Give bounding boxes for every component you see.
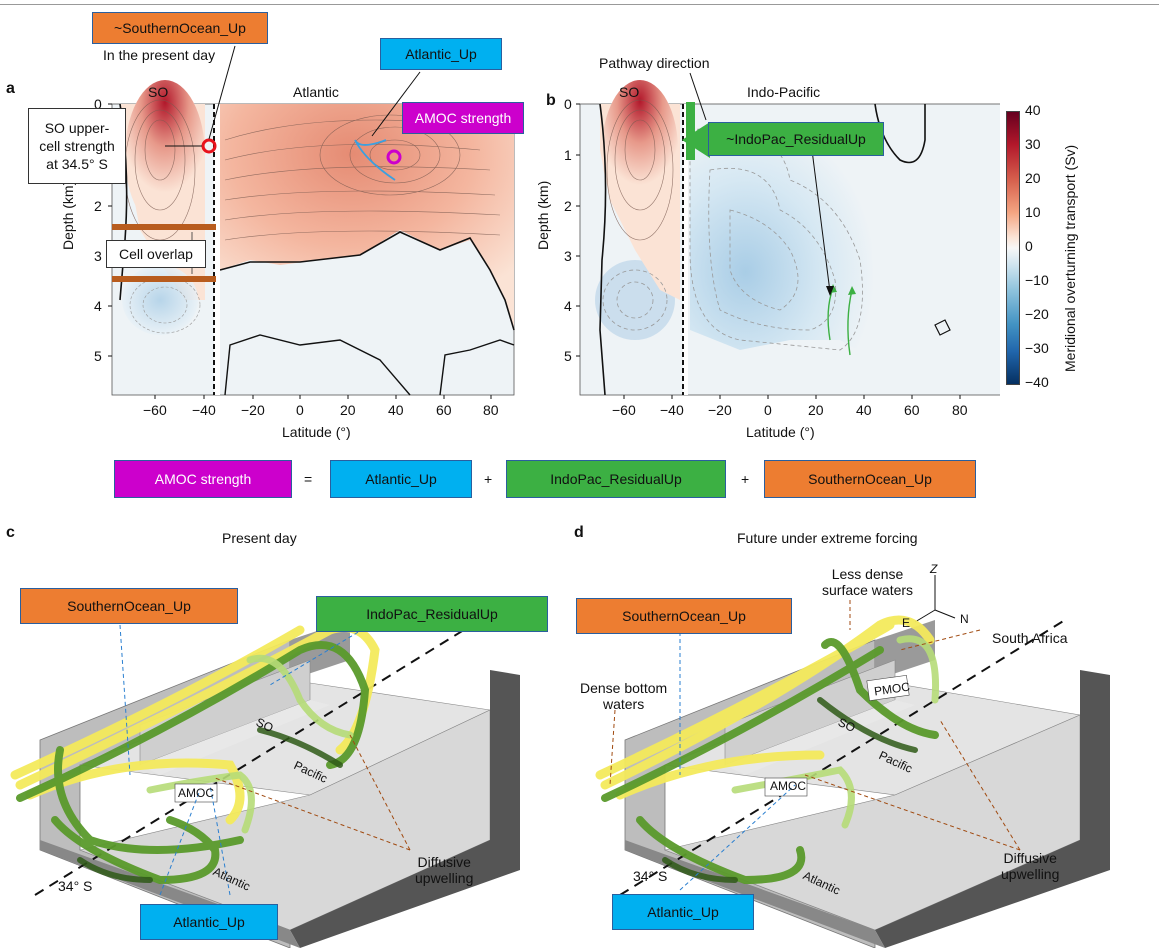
xtick: 0 — [764, 402, 772, 418]
xtick: 40 — [388, 402, 404, 418]
xtick: −60 — [143, 402, 167, 418]
eq-indopac-residual-up: IndoPac_ResidualUp — [506, 460, 726, 498]
panel-d-lat-label: 34° S — [633, 868, 668, 884]
cbar-tick: 40 — [1025, 102, 1041, 118]
eq-plus-1: + — [484, 471, 493, 487]
eq-southern-ocean-up: SouthernOcean_Up — [764, 460, 976, 498]
ytick: 0 — [94, 96, 102, 112]
ytick: 1 — [564, 147, 572, 163]
panel-b-indopac-label: Indo-Pacific — [747, 84, 821, 100]
axis-n-label: N — [960, 612, 969, 626]
colorbar-label: Meridional overturning transport (Sv) — [1062, 144, 1078, 372]
ytick: 2 — [564, 198, 572, 214]
panel-a-xlabel: Latitude (°) — [282, 424, 351, 440]
diffusive-line: Diffusive — [1003, 850, 1057, 866]
ytick: 5 — [94, 348, 102, 364]
panel-b-letter: b — [546, 92, 556, 109]
diffusive-line: upwelling — [1001, 866, 1060, 882]
panel-d-atlantic-box: Atlantic_Up — [612, 894, 754, 930]
present-day-note: In the present day — [103, 47, 216, 63]
xtick: −20 — [241, 402, 265, 418]
panel-b-xlabel: Latitude (°) — [746, 424, 815, 440]
diffusive-line: Diffusive — [417, 854, 471, 870]
panel-d-amoc-label: AMOC — [770, 779, 806, 793]
eq-plus-2: + — [741, 471, 750, 487]
panel-a-letter: a — [6, 80, 15, 97]
ytick: 2 — [94, 198, 102, 214]
note-line: Dense bottom — [580, 680, 668, 696]
panel-d-southern-box: SouthernOcean_Up — [576, 598, 792, 634]
panel-b-so-label: SO — [619, 84, 640, 100]
xtick: −60 — [612, 402, 636, 418]
panel-c-diffusive: Diffusive upwelling — [415, 854, 473, 886]
xtick: 0 — [296, 402, 304, 418]
note-line: cell strength — [39, 138, 115, 154]
ytick: 3 — [94, 248, 102, 264]
eq-atlantic-up: Atlantic_Up — [330, 460, 472, 498]
axis-z-label: Z — [930, 562, 938, 576]
xtick: 60 — [904, 402, 920, 418]
top-rule — [0, 4, 1159, 5]
indopac-arrow-head — [682, 122, 710, 158]
cell-overlap-label: Cell overlap — [106, 240, 206, 268]
panel-d-diffusive: Diffusive upwelling — [1001, 850, 1059, 882]
indopac-residual-up-box-b: ~IndoPac_ResidualUp — [708, 122, 884, 156]
cbar-tick: −30 — [1025, 340, 1049, 356]
xtick: 80 — [952, 402, 968, 418]
xtick: −40 — [192, 402, 216, 418]
ytick: 4 — [94, 298, 102, 314]
less-dense-note: Less dense surface waters — [822, 566, 913, 598]
cbar-tick: −40 — [1025, 374, 1049, 390]
panel-a-so-label: SO — [148, 84, 169, 100]
panel-d-letter: d — [574, 524, 584, 541]
cbar-tick: 20 — [1025, 170, 1041, 186]
atlantic-up-box-a: Atlantic_Up — [380, 38, 502, 70]
panel-c-southern-box: SouthernOcean_Up — [20, 588, 238, 624]
xtick: −40 — [660, 402, 684, 418]
panel-b-ylabel: Depth (km) — [535, 180, 551, 250]
cbar-tick: −20 — [1025, 306, 1049, 322]
panel-d-title: Future under extreme forcing — [737, 530, 918, 546]
eq-equals: = — [304, 471, 313, 487]
south-africa-label: South Africa — [992, 630, 1068, 646]
xtick: 20 — [340, 402, 356, 418]
ytick: 4 — [564, 298, 572, 314]
note-line: Less dense — [831, 566, 904, 582]
cbar-tick: 0 — [1025, 238, 1033, 254]
colorbar — [1006, 111, 1020, 385]
panel-c-indopac-box: IndoPac_ResidualUp — [316, 596, 548, 632]
note-line: at 34.5° S — [46, 156, 108, 172]
amoc-strength-box-a: AMOC strength — [402, 102, 524, 134]
pathway-direction-label: Pathway direction — [599, 55, 710, 71]
southern-ocean-up-box-a: ~SouthernOcean_Up — [92, 12, 268, 44]
xtick: 40 — [856, 402, 872, 418]
cbar-tick: 30 — [1025, 136, 1041, 152]
panel-d-diagram — [595, 575, 1110, 948]
panel-a-ylabel: Depth (km) — [60, 180, 76, 250]
xtick: 80 — [483, 402, 499, 418]
panel-c-amoc-label: AMOC — [178, 786, 214, 800]
panel-c-atlantic-box: Atlantic_Up — [140, 904, 278, 940]
note-line: waters — [602, 696, 645, 712]
diffusive-line: upwelling — [415, 870, 474, 886]
axis-e-label: E — [902, 616, 911, 630]
dense-bottom-note: Dense bottom waters — [580, 680, 667, 712]
ytick: 0 — [564, 96, 572, 112]
note-line: surface waters — [822, 582, 914, 598]
cbar-tick: −10 — [1025, 272, 1049, 288]
panel-a-atlantic-label: Atlantic — [293, 84, 339, 100]
note-line: SO upper- — [44, 120, 110, 136]
xtick: 20 — [808, 402, 824, 418]
xtick: 60 — [436, 402, 452, 418]
ytick: 5 — [564, 348, 572, 364]
panel-c-letter: c — [6, 524, 15, 541]
ytick: 3 — [564, 248, 572, 264]
eq-amoc-strength: AMOC strength — [114, 460, 292, 498]
so-upper-cell-note: SO upper- cell strength at 34.5° S — [28, 108, 126, 184]
cbar-tick: 10 — [1025, 204, 1041, 220]
panel-c-lat-label: 34° S — [58, 878, 93, 894]
panel-c-title: Present day — [222, 530, 297, 546]
xtick: −20 — [708, 402, 732, 418]
